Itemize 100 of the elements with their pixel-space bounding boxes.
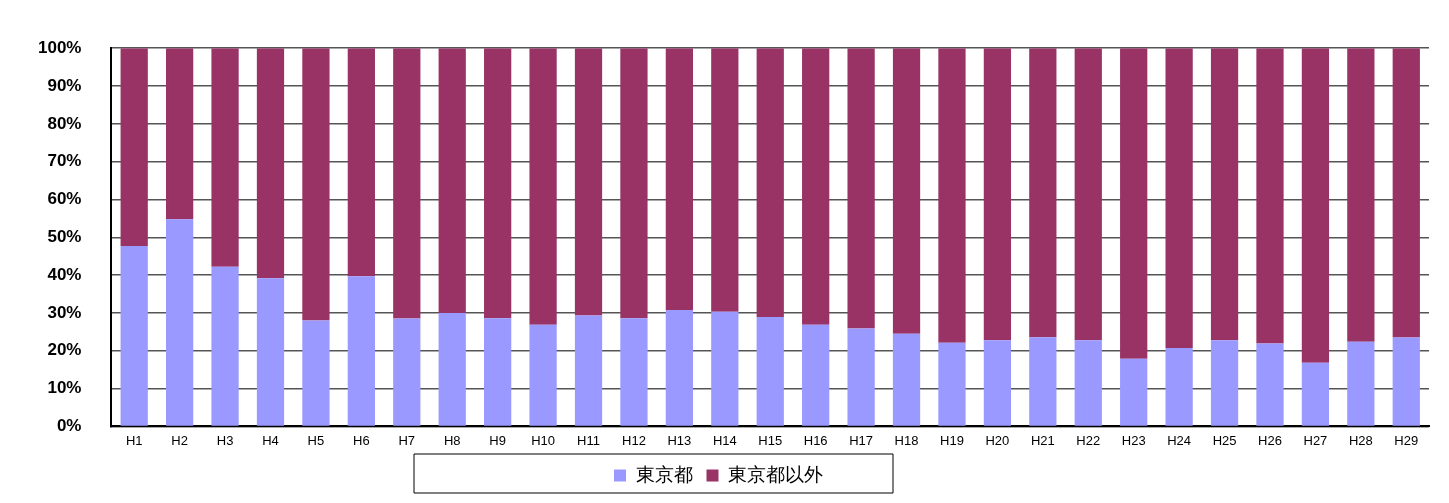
bar (1120, 48, 1148, 359)
bar (211, 266, 239, 426)
bar (802, 324, 830, 426)
bar (620, 48, 648, 319)
bar (256, 278, 285, 426)
x-tick-label: H28 (1348, 432, 1373, 448)
x-tick-label: H15 (758, 432, 783, 448)
bar (847, 48, 875, 329)
x-tick-label: H24 (1167, 432, 1192, 448)
bar (711, 48, 739, 312)
legend-label: 東京都 (635, 463, 693, 485)
bar (1165, 348, 1193, 426)
x-tick-label: H7 (398, 432, 416, 448)
bar (756, 317, 784, 426)
bar (347, 276, 375, 426)
x-tick-label: H13 (667, 432, 692, 448)
bar (393, 318, 421, 426)
bar (1347, 341, 1375, 426)
bar (1301, 362, 1330, 426)
bar (529, 48, 557, 325)
y-tick-label: 10% (47, 378, 82, 398)
x-tick-label: H9 (489, 432, 506, 448)
x-tick-label: H25 (1212, 432, 1237, 448)
x-tick-label: H4 (262, 432, 279, 448)
bar (1074, 340, 1102, 426)
bar (120, 48, 148, 246)
bar (1392, 48, 1420, 338)
bar (1074, 48, 1102, 341)
bar (892, 48, 921, 334)
bar (1301, 48, 1330, 363)
x-tick-label: H18 (894, 432, 919, 448)
x-tick-label: H11 (577, 432, 600, 448)
y-tick-label: 20% (47, 340, 82, 360)
bar (166, 219, 194, 426)
bar (756, 48, 784, 318)
x-tick-label: H22 (1076, 432, 1101, 448)
x-tick-label: H23 (1121, 432, 1146, 448)
bar (302, 48, 330, 321)
x-tick-label: H20 (985, 432, 1010, 448)
bar (1120, 358, 1148, 426)
x-tick-label: H29 (1394, 432, 1419, 448)
bar (620, 318, 648, 426)
bar (665, 48, 694, 310)
bar (1256, 343, 1284, 426)
bar (574, 315, 603, 426)
x-tick-label: H10 (531, 432, 556, 448)
bar (302, 320, 330, 426)
x-tick-label: H26 (1258, 432, 1282, 448)
bar (1256, 48, 1284, 344)
bar (665, 309, 694, 426)
x-tick-label: H16 (803, 432, 828, 448)
x-tick-label: H1 (125, 432, 143, 448)
bar (892, 333, 921, 426)
bar (484, 48, 512, 319)
bar (938, 342, 966, 426)
bar (574, 48, 603, 316)
y-tick-label: 80% (47, 113, 82, 133)
bar (166, 48, 194, 220)
y-tick-label: 100% (38, 37, 82, 57)
bar (983, 48, 1012, 341)
bar (120, 246, 148, 426)
y-tick-label: 60% (47, 189, 82, 209)
x-tick-label: H2 (171, 432, 188, 448)
bar (802, 48, 830, 325)
y-tick-label: 90% (47, 75, 82, 95)
bar (1029, 48, 1057, 338)
y-tick-label: 30% (47, 302, 82, 322)
x-tick-label: H14 (712, 432, 737, 448)
y-tick-label: 0% (56, 416, 82, 436)
bar (1029, 337, 1057, 426)
x-tick-label: H12 (622, 432, 646, 448)
x-tick-label: H19 (940, 432, 964, 448)
bar (347, 48, 375, 277)
bar (529, 324, 557, 426)
y-tick-label: 40% (47, 264, 82, 284)
x-tick-label: H21 (1030, 432, 1055, 448)
x-tick-label: H8 (443, 432, 461, 448)
bar (211, 48, 239, 267)
x-tick-label: H17 (849, 432, 874, 448)
x-tick-label: H5 (307, 432, 325, 448)
bar (1210, 340, 1239, 426)
bar (983, 340, 1012, 426)
bar (1210, 48, 1239, 341)
x-tick-label: H27 (1303, 432, 1328, 448)
bar (847, 328, 875, 426)
y-tick-label: 70% (47, 151, 82, 171)
legend-label: 東京都以外 (728, 463, 823, 485)
x-tick-label: H6 (353, 432, 370, 448)
y-tick-label: 50% (47, 226, 82, 246)
bar (438, 48, 466, 313)
x-tick-label: H3 (216, 432, 234, 448)
bar (1392, 337, 1420, 426)
bar (938, 48, 966, 343)
bar (1165, 48, 1193, 349)
bar (393, 48, 421, 319)
bar (256, 48, 285, 279)
bar (484, 318, 512, 426)
bar (711, 311, 739, 426)
bar (438, 312, 466, 426)
bar (1347, 48, 1375, 342)
